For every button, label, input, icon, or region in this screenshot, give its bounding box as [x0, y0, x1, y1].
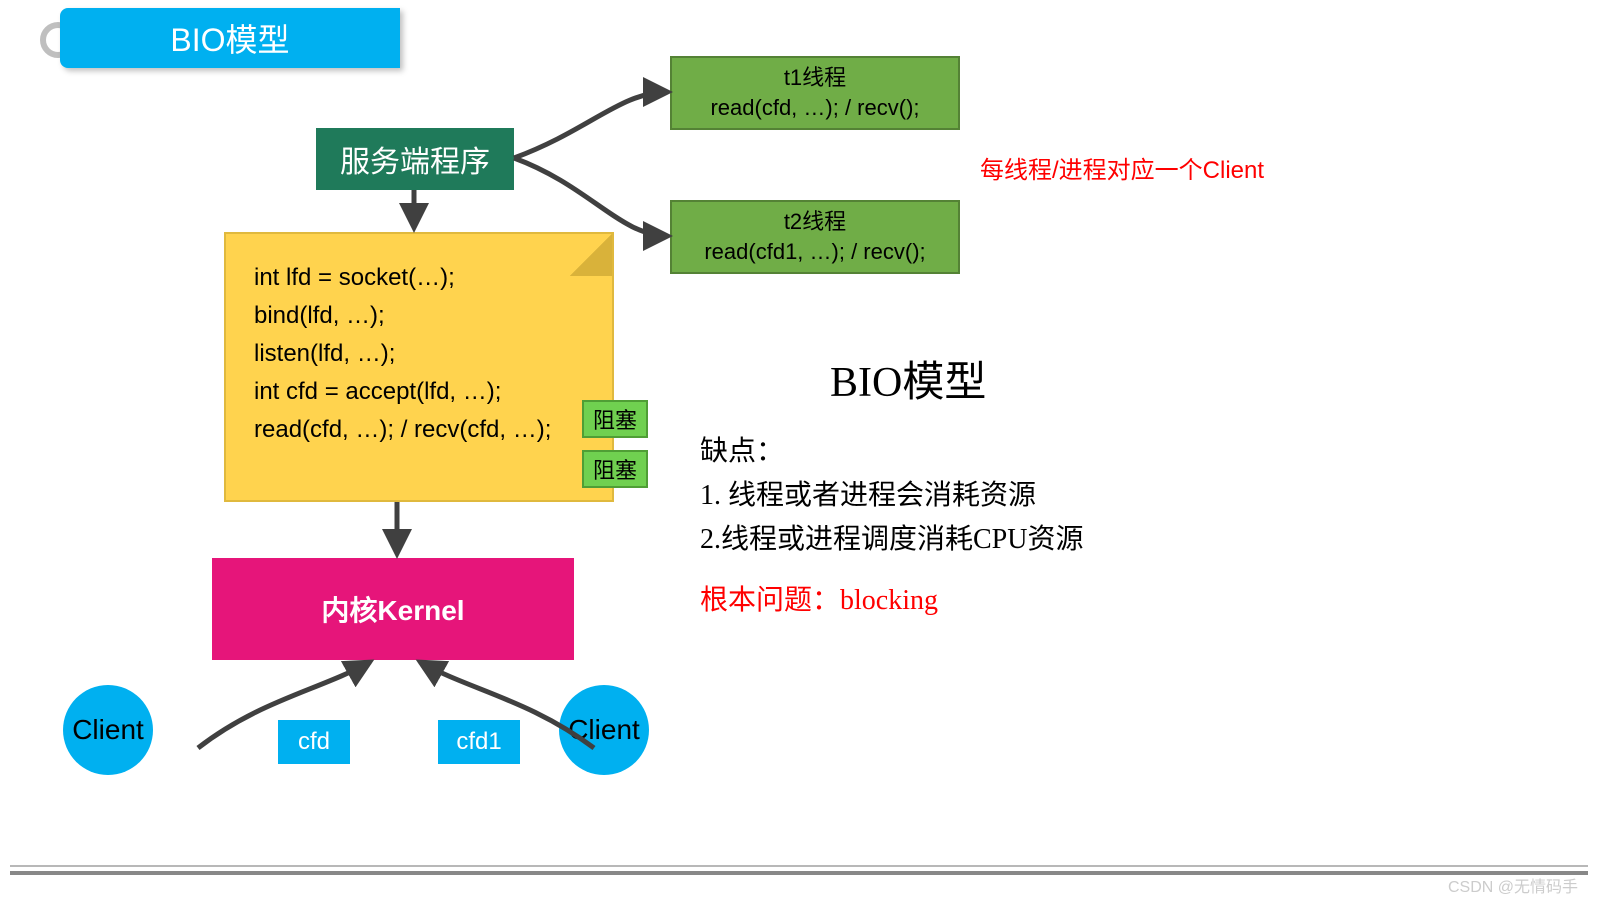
code-line-1: bind(lfd, …); [254, 302, 584, 330]
client-1-node: Client [63, 685, 153, 775]
root-issue: 根本问题：blocking [700, 578, 938, 618]
code-line-2: listen(lfd, …); [254, 340, 584, 368]
big-title: BIO模型 [830, 348, 986, 409]
watermark: CSDN @无情码手 [1448, 873, 1578, 897]
title-tab-label: BIO模型 [170, 15, 289, 61]
thread-t2-code: read(cfd1, …); / recv(); [704, 237, 925, 267]
blocking-badge-1-label: 阻塞 [593, 403, 637, 435]
title-tab: BIO模型 [60, 8, 400, 68]
fold-corner-icon [570, 234, 612, 276]
cfd-box: cfd [278, 720, 350, 764]
cfd-label: cfd [298, 728, 330, 756]
big-title-text: BIO模型 [830, 360, 986, 406]
server-label: 服务端程序 [340, 137, 490, 181]
thread-t1-node: t1线程 read(cfd, …); / recv(); [670, 56, 960, 130]
code-line-0: int lfd = socket(…); [254, 264, 584, 292]
desc-header: 缺点： [700, 430, 784, 475]
client-2-node: Client [559, 685, 649, 775]
thread-per-client-text: 每线程/进程对应一个Client [980, 157, 1264, 184]
code-block: int lfd = socket(…); bind(lfd, …); liste… [224, 232, 614, 502]
code-line-3: int cfd = accept(lfd, …); [254, 378, 584, 406]
footer-rule-2 [10, 871, 1588, 875]
thread-per-client-note: 每线程/进程对应一个Client [980, 150, 1264, 185]
blocking-badge-1: 阻塞 [582, 400, 648, 438]
footer-rule-1 [10, 865, 1588, 867]
cfd1-box: cfd1 [438, 720, 520, 764]
kernel-label: 内核Kernel [321, 589, 464, 629]
desc-line-1: 1. 线程或者进程会消耗资源 [700, 474, 1036, 519]
edge-server-to-t1 [514, 92, 668, 158]
client-2-label: Client [568, 714, 640, 746]
thread-t1-code: read(cfd, …); / recv(); [710, 93, 919, 123]
cfd1-label: cfd1 [456, 728, 501, 756]
edge-server-to-t2 [514, 158, 668, 236]
thread-t1-title: t1线程 [784, 63, 846, 93]
server-node: 服务端程序 [316, 128, 514, 190]
kernel-node: 内核Kernel [212, 558, 574, 660]
thread-t2-title: t2线程 [784, 207, 846, 237]
blocking-badge-2: 阻塞 [582, 450, 648, 488]
client-1-label: Client [72, 714, 144, 746]
blocking-badge-2-label: 阻塞 [593, 453, 637, 485]
thread-t2-node: t2线程 read(cfd1, …); / recv(); [670, 200, 960, 274]
code-line-4: read(cfd, …); / recv(cfd, …); [254, 416, 584, 444]
root-issue-text: 根本问题：blocking [700, 585, 938, 616]
desc-line-2: 2.线程或进程调度消耗CPU资源 [700, 518, 1083, 563]
